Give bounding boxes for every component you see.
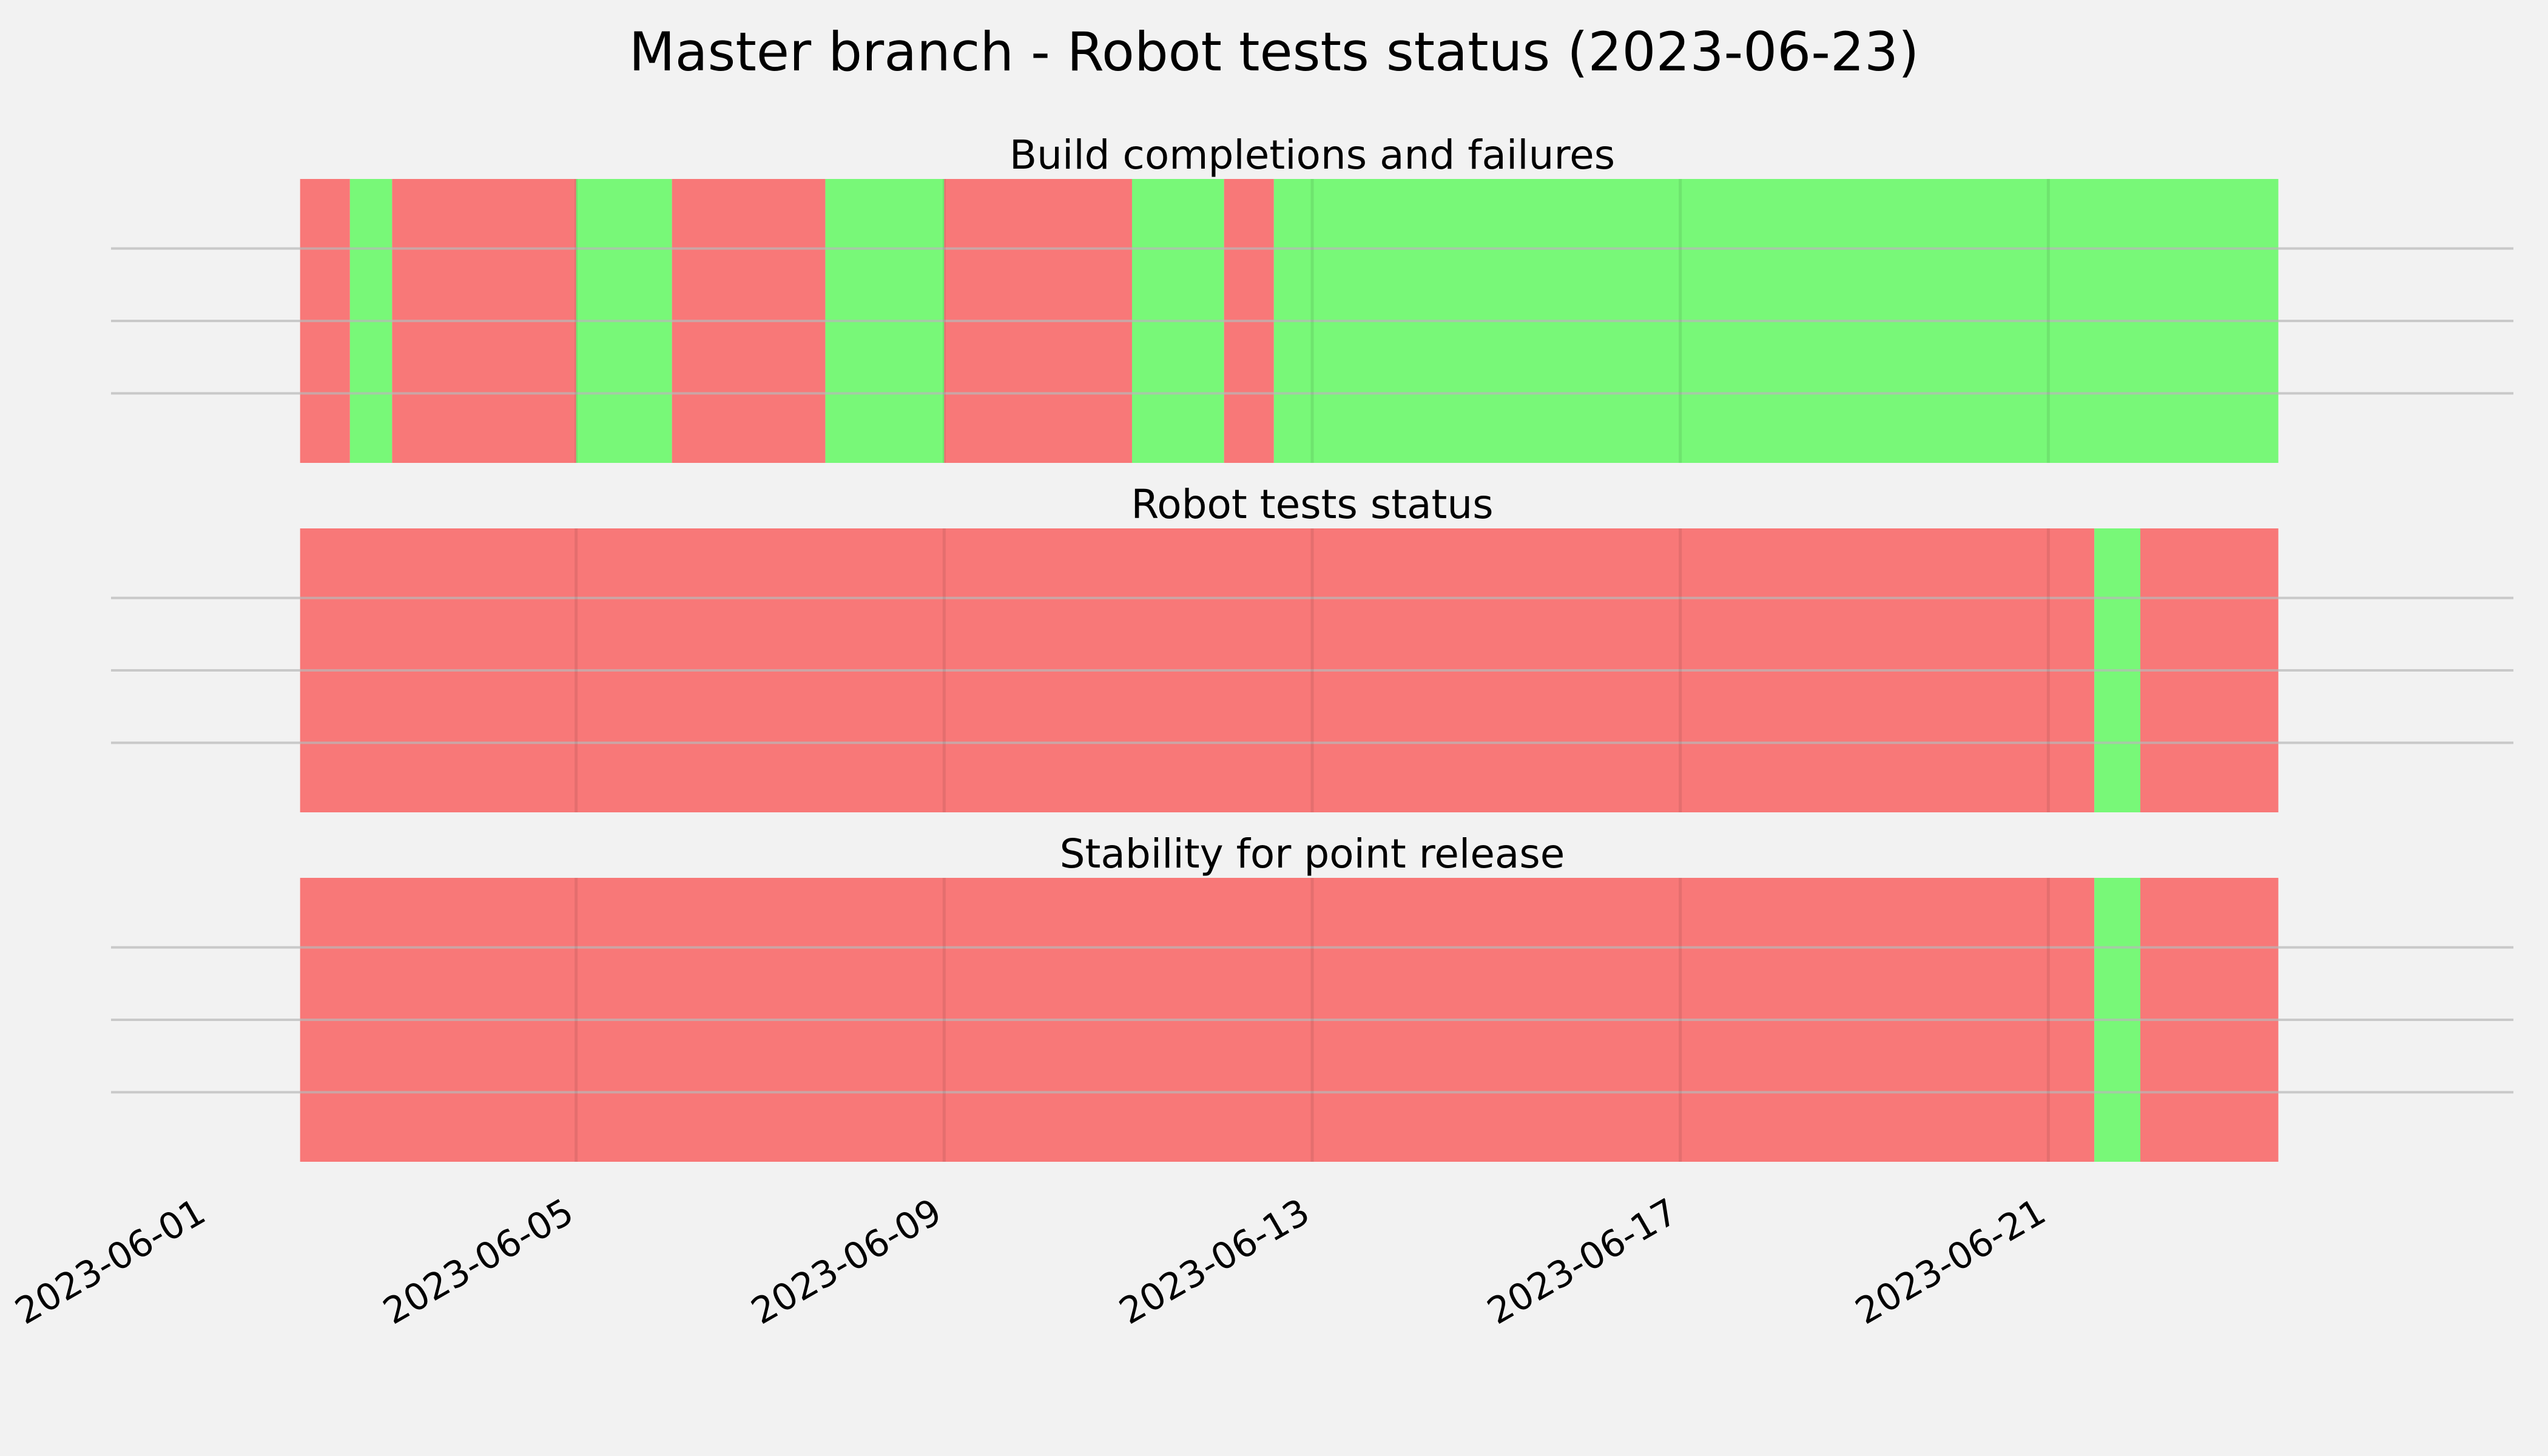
panels: Build completions and failures Robot test… xyxy=(111,132,2513,1162)
panel-3: Stability for point release xyxy=(111,831,2513,1162)
panel-title: Stability for point release xyxy=(1060,831,1565,877)
chart-title: Master branch - Robot tests status (2023… xyxy=(629,21,1919,83)
panel-2: Robot tests status xyxy=(111,481,2513,812)
panel-title: Robot tests status xyxy=(1131,481,1493,528)
panel-1: Build completions and failures xyxy=(111,132,2513,463)
panel-title: Build completions and failures xyxy=(1009,132,1615,178)
